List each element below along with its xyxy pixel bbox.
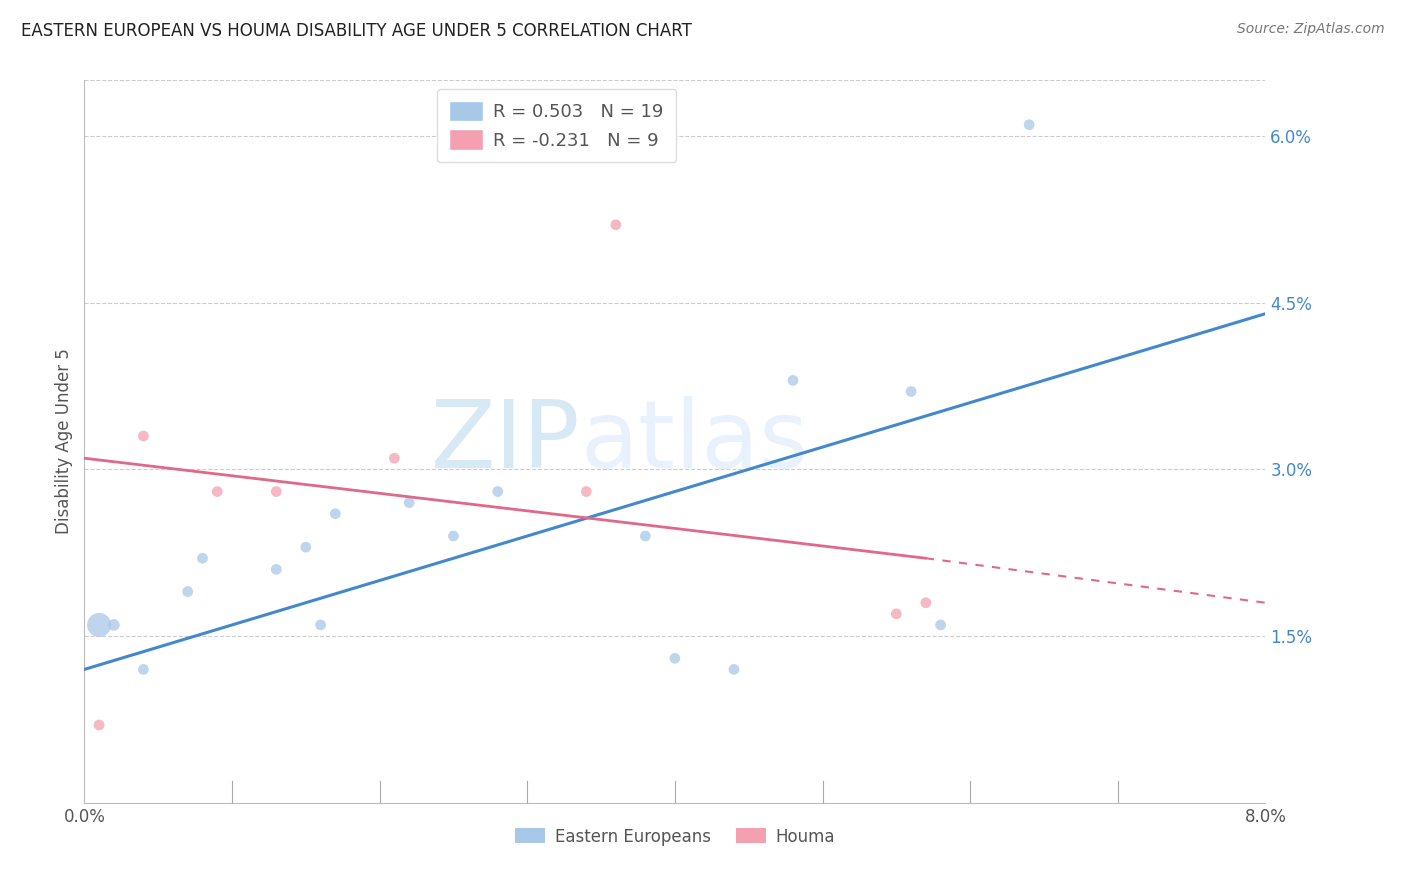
Point <box>398 496 420 510</box>
Point <box>103 618 125 632</box>
Point <box>384 451 406 466</box>
Point <box>605 218 627 232</box>
Text: ZIP: ZIP <box>430 395 581 488</box>
Text: Source: ZipAtlas.com: Source: ZipAtlas.com <box>1237 22 1385 37</box>
Point <box>886 607 908 621</box>
Point <box>486 484 509 499</box>
Text: EASTERN EUROPEAN VS HOUMA DISABILITY AGE UNDER 5 CORRELATION CHART: EASTERN EUROPEAN VS HOUMA DISABILITY AGE… <box>21 22 692 40</box>
Point <box>309 618 332 632</box>
Point <box>264 562 288 576</box>
Point <box>191 551 214 566</box>
Point <box>1018 118 1040 132</box>
Point <box>87 718 111 732</box>
Point <box>915 596 938 610</box>
Point <box>664 651 686 665</box>
Point <box>575 484 598 499</box>
Point <box>900 384 922 399</box>
Point <box>264 484 288 499</box>
Point <box>295 540 318 554</box>
Point <box>87 618 111 632</box>
Point <box>929 618 952 632</box>
Point <box>325 507 347 521</box>
Point <box>132 429 155 443</box>
Point <box>723 662 745 676</box>
Text: atlas: atlas <box>581 395 808 488</box>
Point <box>443 529 465 543</box>
Point <box>782 373 804 387</box>
Point <box>634 529 657 543</box>
Point <box>132 662 155 676</box>
Point <box>207 484 229 499</box>
Legend: Eastern Europeans, Houma: Eastern Europeans, Houma <box>508 821 842 852</box>
Point <box>177 584 200 599</box>
Y-axis label: Disability Age Under 5: Disability Age Under 5 <box>55 349 73 534</box>
